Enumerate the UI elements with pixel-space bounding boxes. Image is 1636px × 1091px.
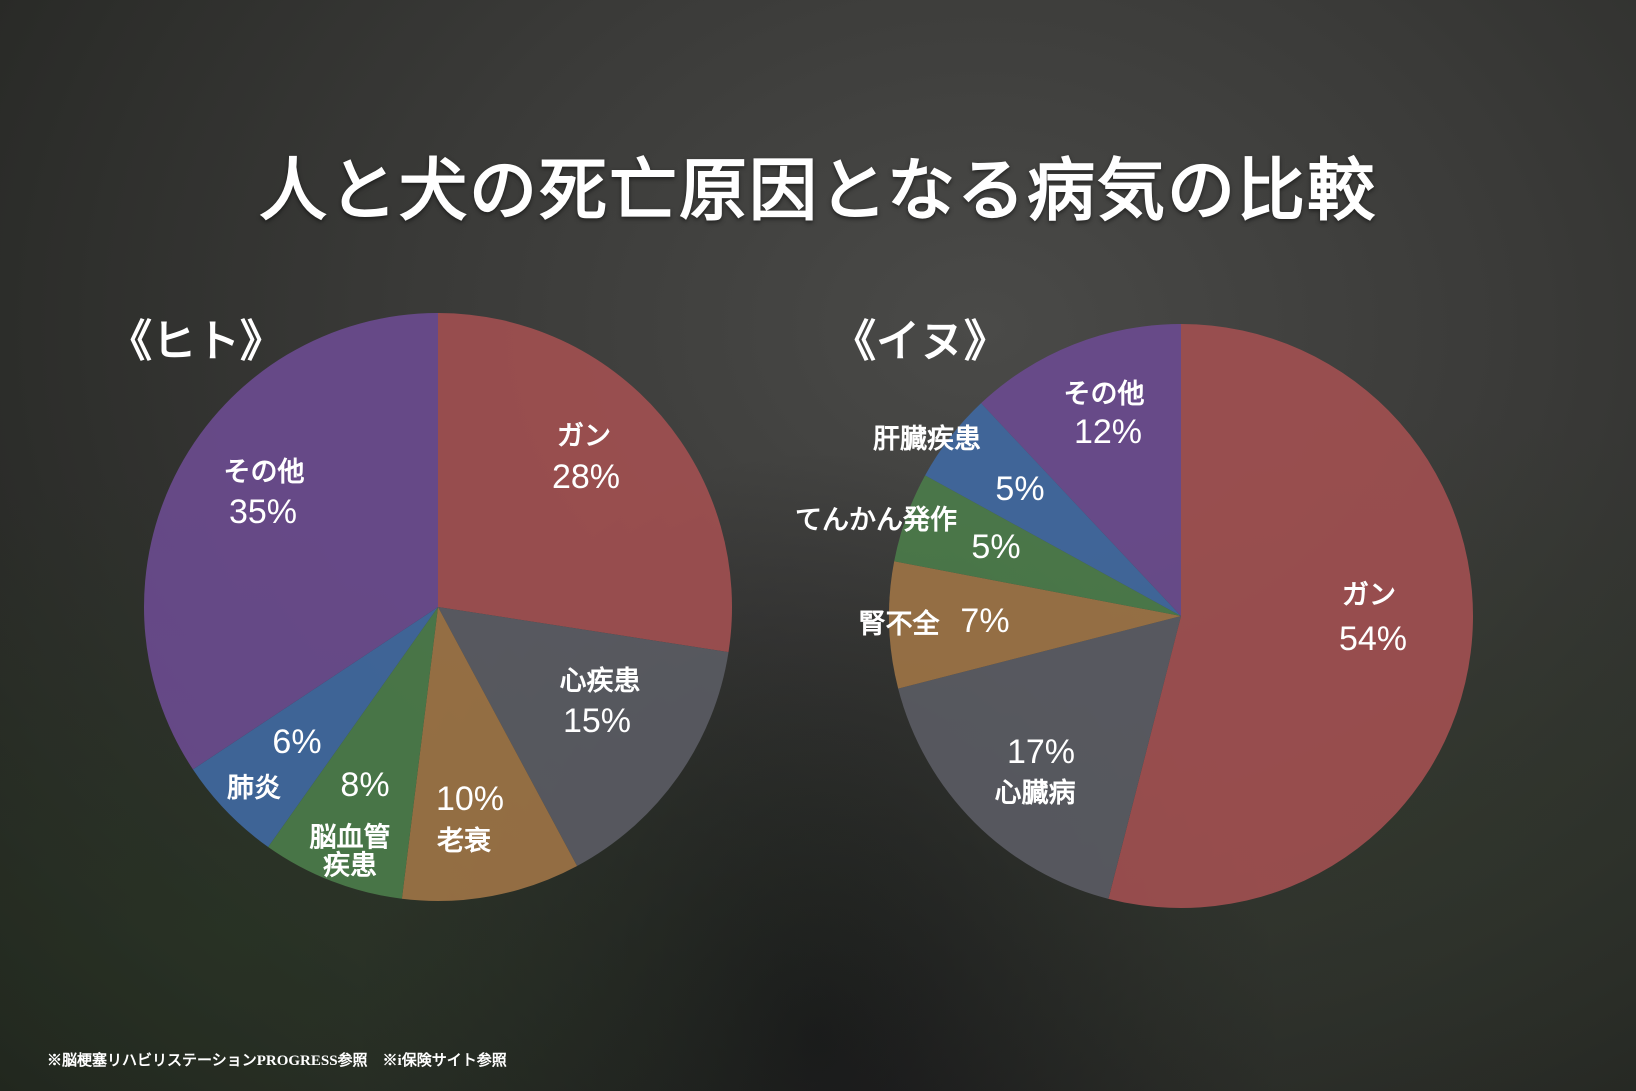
dog-chart-title: 《イヌ》 <box>832 317 1008 366</box>
page-title: 人と犬の死亡原因となる病気の比較 <box>259 153 1377 229</box>
pie-slice-心疾患 <box>438 607 729 867</box>
pie-slice-てんかん発作 <box>894 475 1181 616</box>
human-value-pneumonia: 6% <box>272 723 322 762</box>
dog-label-other: その他 <box>1063 378 1145 409</box>
pie-slice-心臓病 <box>898 616 1181 899</box>
dog-pie <box>888 324 1473 908</box>
pie-slice-その他 <box>144 313 438 770</box>
dog-value-other: 12% <box>1073 413 1143 452</box>
dog-value-heart: 17% <box>1006 733 1076 772</box>
dog-value-kidney: 7% <box>960 602 1010 641</box>
footnote: ※脳梗塞リハビリステーションPROGRESS参照 ※i保険サイト参照 <box>47 1053 507 1069</box>
human-pie <box>144 313 732 901</box>
pie-slice-脳血管疾患 <box>268 607 438 899</box>
pie-slice-その他 <box>981 324 1181 616</box>
human-label-heart: 心疾患 <box>559 665 641 696</box>
dog-value-epilepsy: 5% <box>971 528 1021 567</box>
human-label-pneumonia: 肺炎 <box>227 772 281 803</box>
dog-label-heart: 心臓病 <box>994 777 1076 808</box>
pie-slice-ガン <box>438 313 732 653</box>
pie-slice-腎不全 <box>888 561 1181 689</box>
human-value-cancer: 28% <box>551 458 621 497</box>
human-label-senility: 老衰 <box>437 825 491 856</box>
dog-label-liver: 肝臓疾患 <box>873 423 981 454</box>
human-label-other: その他 <box>223 456 305 487</box>
pie-slice-老衰 <box>401 607 578 901</box>
dog-label-cancer: ガン <box>1342 579 1396 610</box>
pie-slice-肝臓疾患 <box>925 403 1181 616</box>
pie-slice-肺炎 <box>192 607 438 847</box>
human-chart-title: 《ヒト》 <box>108 317 284 366</box>
human-value-other: 35% <box>228 493 298 532</box>
dog-value-liver: 5% <box>995 470 1045 509</box>
human-value-cerebro: 8% <box>340 766 390 805</box>
human-label-cerebro: 脳血管疾患 <box>309 822 391 881</box>
human-value-senility: 10% <box>435 780 505 819</box>
human-value-heart: 15% <box>562 702 632 741</box>
dog-value-cancer: 54% <box>1338 620 1408 659</box>
dog-label-kidney: 腎不全 <box>858 608 940 639</box>
pie-slice-ガン <box>1108 324 1473 908</box>
dog-label-epilepsy: てんかん発作 <box>795 504 957 535</box>
human-label-cancer: ガン <box>557 420 611 451</box>
